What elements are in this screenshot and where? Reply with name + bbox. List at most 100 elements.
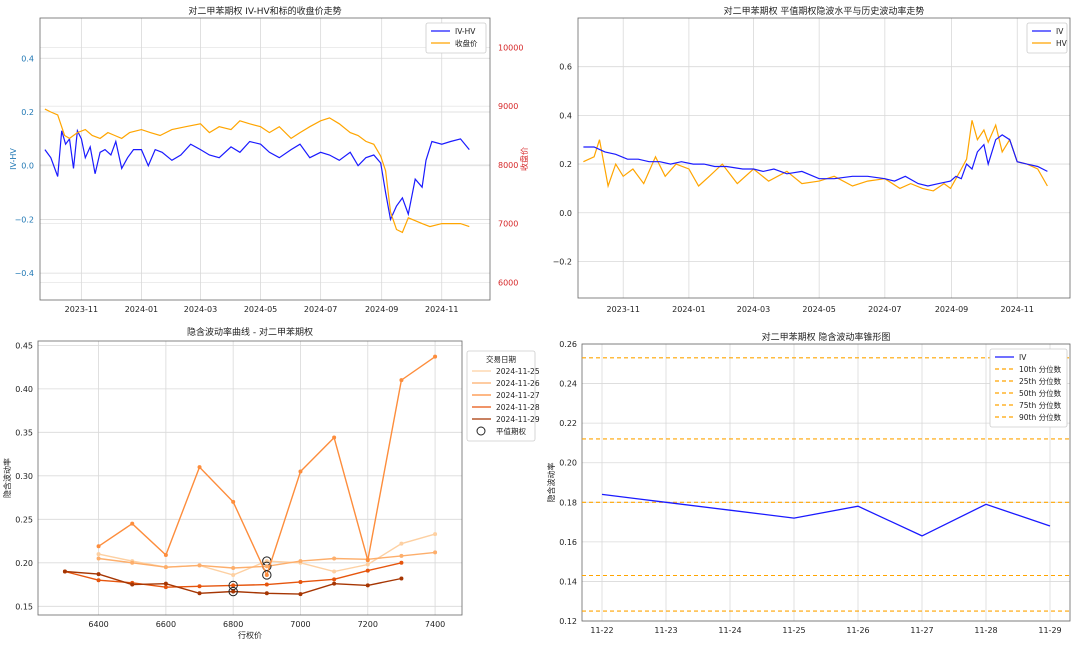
y2-tick-label: 6000 [498, 278, 518, 287]
data-point [433, 354, 438, 359]
chart-iv-cone: 11-22 11-23 11-24 11-25 11-26 11-27 11-28 11-29… [540, 323, 1080, 646]
data-point [332, 435, 337, 440]
data-point [231, 566, 236, 571]
data-point [298, 592, 303, 597]
data-point [130, 560, 135, 565]
legend-label: 75th 分位数 [1019, 400, 1062, 410]
x-tick-label: 2024-07 [868, 305, 901, 314]
series-line-hv [583, 120, 1048, 192]
x-tick-label: 2024-11 [425, 305, 458, 314]
y-tick-label: 0.20 [15, 559, 33, 568]
data-point [399, 378, 404, 383]
x-tick-label: 11-23 [654, 626, 677, 635]
y-tick-label: −0.4 [15, 269, 34, 278]
y-tick-label: 0.18 [559, 498, 577, 507]
legend-label: 平值期权 [496, 426, 526, 436]
data-point [197, 591, 202, 596]
legend-label: 2024-11-29 [496, 415, 540, 424]
chart-title: 对二甲苯期权 平值期权隐波水平与历史波动率走势 [724, 5, 925, 17]
data-point [231, 572, 236, 577]
legend-label: 收盘价 [455, 38, 478, 48]
data-point [365, 583, 370, 588]
y-tick-label: 0.40 [15, 385, 33, 394]
y-tick-label: 0.0 [559, 209, 572, 218]
x-tick-label: 11-29 [1038, 626, 1061, 635]
y-tick-label: 0.6 [559, 63, 572, 72]
legend-label: IV-HV [455, 27, 476, 36]
legend-title: 交易日期 [486, 354, 516, 364]
data-point [96, 578, 101, 583]
legend-label: IV [1019, 353, 1027, 362]
data-point [197, 563, 202, 568]
y-tick-label: 0.0 [21, 162, 34, 171]
y-tick-label: 0.20 [559, 459, 577, 468]
legend-label: 10th 分位数 [1019, 364, 1062, 374]
data-point [163, 585, 168, 590]
legend-label: 2024-11-25 [496, 367, 540, 376]
y-tick-label: −0.2 [553, 257, 572, 266]
y-tick-label: 0.35 [15, 428, 33, 437]
y-tick-label: 0.12 [559, 617, 577, 626]
data-point [163, 565, 168, 570]
chart-title: 隐含波动率曲线 - 对二甲苯期权 [187, 326, 313, 338]
chart-iv-hv-close: 2023-11 2024-01 2024-03 2024-05 2024-07 2024-… [0, 0, 540, 323]
data-point [96, 544, 101, 549]
chart-iv-smile-svg: 6400 6600 6800 7000 7200 7400 0.15 0.20 0.25 0.30… [2, 326, 540, 640]
data-point [264, 582, 269, 587]
legend-marker [476, 426, 486, 436]
y-axis-label: 隐含波动率 [546, 463, 556, 503]
y-axis-label: 隐含波动率 [2, 458, 12, 498]
x-tick-label: 2024-03 [737, 305, 770, 314]
y-tick-label: 0.45 [15, 341, 33, 350]
x-tick-label: 2023-11 [65, 305, 98, 314]
y-tick-label: 0.2 [21, 108, 34, 117]
plot-frame [581, 343, 1071, 622]
x-tick-label: 6600 [156, 620, 176, 629]
data-point [231, 589, 236, 594]
chart-iv-hv-trend: 2023-11 2024-01 2024-03 2024-05 2024-07 2024-… [540, 0, 1080, 323]
data-point [96, 556, 101, 561]
y-tick-label: 0.16 [559, 538, 577, 547]
chart-iv-cone-svg: 11-22 11-23 11-24 11-25 11-26 11-27 11-28 11-29… [546, 331, 1071, 635]
x-axis-label: 行权价 [238, 630, 262, 640]
x-tick-label: 2023-11 [606, 305, 639, 314]
data-point [399, 541, 404, 546]
series-line-iv [583, 134, 1048, 187]
data-point [399, 553, 404, 558]
data-point [298, 559, 303, 564]
atm-marker [228, 586, 238, 597]
y-tick-label: −0.2 [15, 215, 34, 224]
legend-label: 90th 分位数 [1019, 412, 1062, 422]
plot-frame [39, 17, 491, 301]
y2-axis-label: 收盘价 [519, 147, 529, 171]
data-point [298, 469, 303, 474]
x-tick-label: 6800 [223, 620, 243, 629]
chart-iv-smile: 6400 6600 6800 7000 7200 7400 0.15 0.20 0.25 0.30… [0, 323, 540, 646]
data-point [264, 591, 269, 596]
x-tick-label: 2024-07 [304, 305, 337, 314]
x-tick-label: 11-26 [846, 626, 869, 635]
y-tick-label: 0.2 [559, 160, 572, 169]
y-tick-label: 0.26 [559, 340, 577, 349]
x-tick-label: 6400 [88, 620, 108, 629]
data-point [433, 532, 438, 537]
x-tick-label: 2024-05 [244, 305, 277, 314]
legend-label: HV [1056, 39, 1068, 48]
x-tick-label: 2024-09 [365, 305, 398, 314]
data-point [62, 569, 67, 574]
x-tick-label: 7200 [358, 620, 378, 629]
data-point [433, 550, 438, 555]
y-tick-label: 0.14 [559, 577, 577, 586]
data-point [231, 499, 236, 504]
x-tick-label: 2024-03 [184, 305, 217, 314]
data-point [197, 584, 202, 589]
legend-label: 2024-11-27 [496, 391, 540, 400]
x-tick-label: 11-27 [910, 626, 933, 635]
data-point [130, 521, 135, 526]
chart-iv-hv-close-svg: 2023-11 2024-01 2024-03 2024-05 2024-07 2024-… [9, 5, 529, 314]
legend-label: IV [1056, 27, 1064, 36]
legend-label: 50th 分位数 [1019, 388, 1062, 398]
data-point [130, 582, 135, 587]
data-point [96, 572, 101, 577]
x-tick-label: 11-22 [590, 626, 613, 635]
